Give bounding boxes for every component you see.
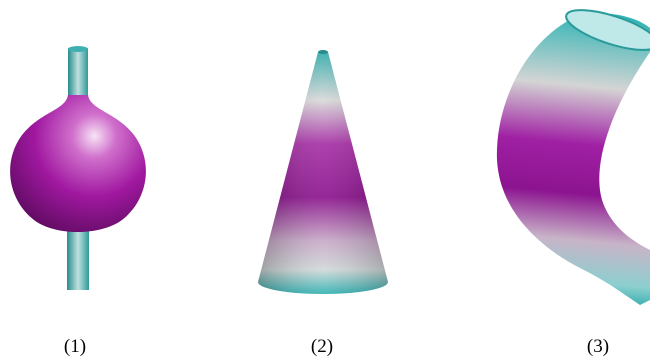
panel-label: (3) [587, 336, 609, 357]
panel-label: (2) [311, 336, 333, 357]
shape-2 [258, 50, 388, 294]
shape-1 [10, 46, 146, 290]
page: (1) (2) (3) (() => { const data = JSON.p… [0, 0, 650, 364]
figure: (1) (2) (3) [0, 0, 650, 364]
shape-3 [497, 2, 650, 305]
panel-label: (1) [64, 336, 86, 357]
